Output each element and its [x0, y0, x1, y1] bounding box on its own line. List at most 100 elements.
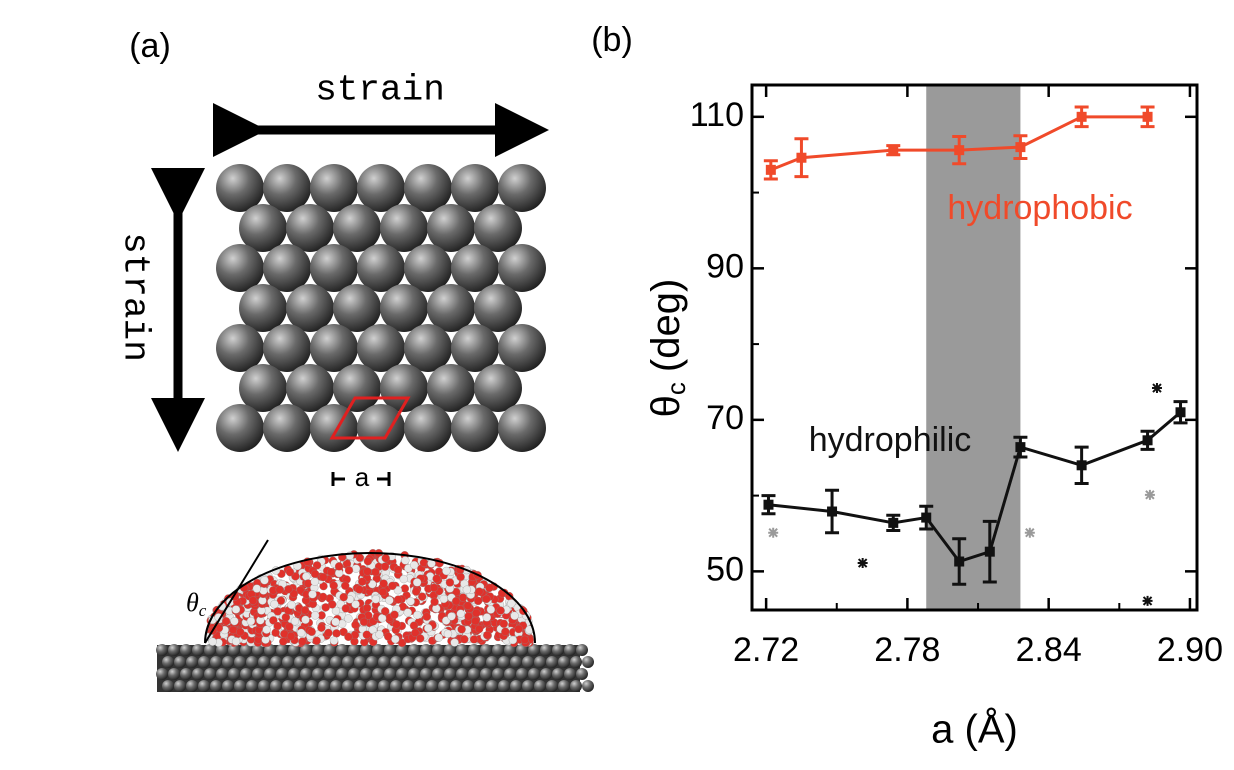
droplet-outline [204, 552, 536, 644]
molecule [393, 565, 403, 575]
substrate-atom [384, 668, 396, 680]
molecule [332, 629, 341, 638]
substrate-atom [294, 680, 306, 692]
substrate-atom [222, 656, 234, 668]
molecule [341, 604, 351, 613]
substrate-atom [288, 668, 300, 680]
molecule [501, 627, 510, 636]
substrate-atom [570, 656, 582, 668]
substrate-atom [468, 668, 480, 680]
atom [427, 284, 475, 332]
substrate-atom [456, 644, 468, 656]
molecule [412, 578, 422, 587]
substrate-atom [264, 668, 276, 680]
substrate-atom [504, 644, 516, 656]
molecule [378, 587, 388, 597]
atom [310, 164, 358, 212]
molecule [391, 634, 400, 644]
substrate-atom [246, 656, 258, 668]
x-tick-label: 2.84 [1016, 631, 1082, 669]
substrate-atom [510, 680, 522, 692]
substrate-atom [492, 668, 504, 680]
substrate-atom [408, 668, 420, 680]
substrate-atom [546, 656, 558, 668]
substrate-atom [294, 656, 306, 668]
molecule [401, 556, 410, 565]
substrate-atom [450, 656, 462, 668]
substrate-atom [162, 656, 174, 668]
asterisk-point [1024, 527, 1035, 538]
substrate-atom [180, 668, 192, 680]
shaded-region [926, 85, 1021, 610]
substrate-atom [492, 644, 504, 656]
molecule [450, 638, 459, 647]
substrate-atom [534, 680, 546, 692]
substrate-atom [354, 680, 366, 692]
substrate-atom [276, 644, 288, 656]
molecule [474, 596, 483, 606]
substrate-atom [510, 656, 522, 668]
substrate-atom [456, 668, 468, 680]
atom [310, 404, 358, 452]
substrate-atom [426, 680, 438, 692]
molecule [334, 562, 344, 571]
molecule [496, 606, 505, 615]
atom [216, 324, 264, 372]
molecule [463, 601, 473, 610]
substrate-atom [282, 680, 294, 692]
molecule [458, 593, 468, 602]
substrate-atom [342, 680, 354, 692]
substrate-atom [468, 644, 480, 656]
substrate-atom [162, 680, 174, 692]
atom [263, 324, 311, 372]
molecule [403, 608, 412, 617]
y-tick-label: 110 [690, 96, 744, 134]
molecule [308, 590, 317, 599]
substrate-atom [396, 644, 408, 656]
molecule [285, 622, 294, 631]
substrate-atom [324, 668, 336, 680]
molecule [344, 632, 353, 641]
atom [310, 244, 358, 292]
molecule [310, 569, 320, 579]
molecule [319, 572, 328, 582]
x-axis-label: a (Å) [931, 707, 1018, 752]
angle-label: θc [186, 588, 207, 620]
substrate-atom [300, 644, 312, 656]
annotation: hydrophilic [809, 421, 972, 459]
substrate-atom [234, 680, 246, 692]
substrate-atom [258, 656, 270, 668]
unit-cell [329, 396, 411, 440]
molecule [208, 637, 217, 646]
x-tick-label: 2.78 [874, 631, 940, 669]
atom [263, 404, 311, 452]
atom [216, 404, 264, 452]
molecule [464, 612, 473, 621]
substrate-atom [156, 668, 168, 680]
substrate-atom [558, 680, 570, 692]
molecule [410, 560, 419, 570]
molecule [385, 596, 394, 605]
molecule [375, 630, 384, 639]
substrate-atom [360, 668, 372, 680]
data-point [921, 512, 932, 523]
molecule [307, 627, 316, 636]
atom [286, 284, 334, 332]
molecule [327, 567, 336, 577]
substrate-atom [258, 680, 270, 692]
molecule [312, 636, 321, 645]
molecule [400, 584, 410, 593]
substrate-atom [558, 656, 570, 668]
substrate-atom [222, 680, 234, 692]
molecule [362, 603, 372, 613]
panel-a: (a) strain strain a θc [114, 27, 594, 692]
substrate-atom [474, 680, 486, 692]
atom [216, 164, 264, 212]
panel-b: (b) 2.72 2.78 2.84 2.90 50 70 90 110 hydrophobic… [591, 21, 1223, 752]
molecule [462, 585, 472, 594]
substrate-atom [210, 680, 222, 692]
angle-subscript: c [199, 601, 207, 620]
substrate-atom [216, 668, 228, 680]
substrate-atom [432, 668, 444, 680]
